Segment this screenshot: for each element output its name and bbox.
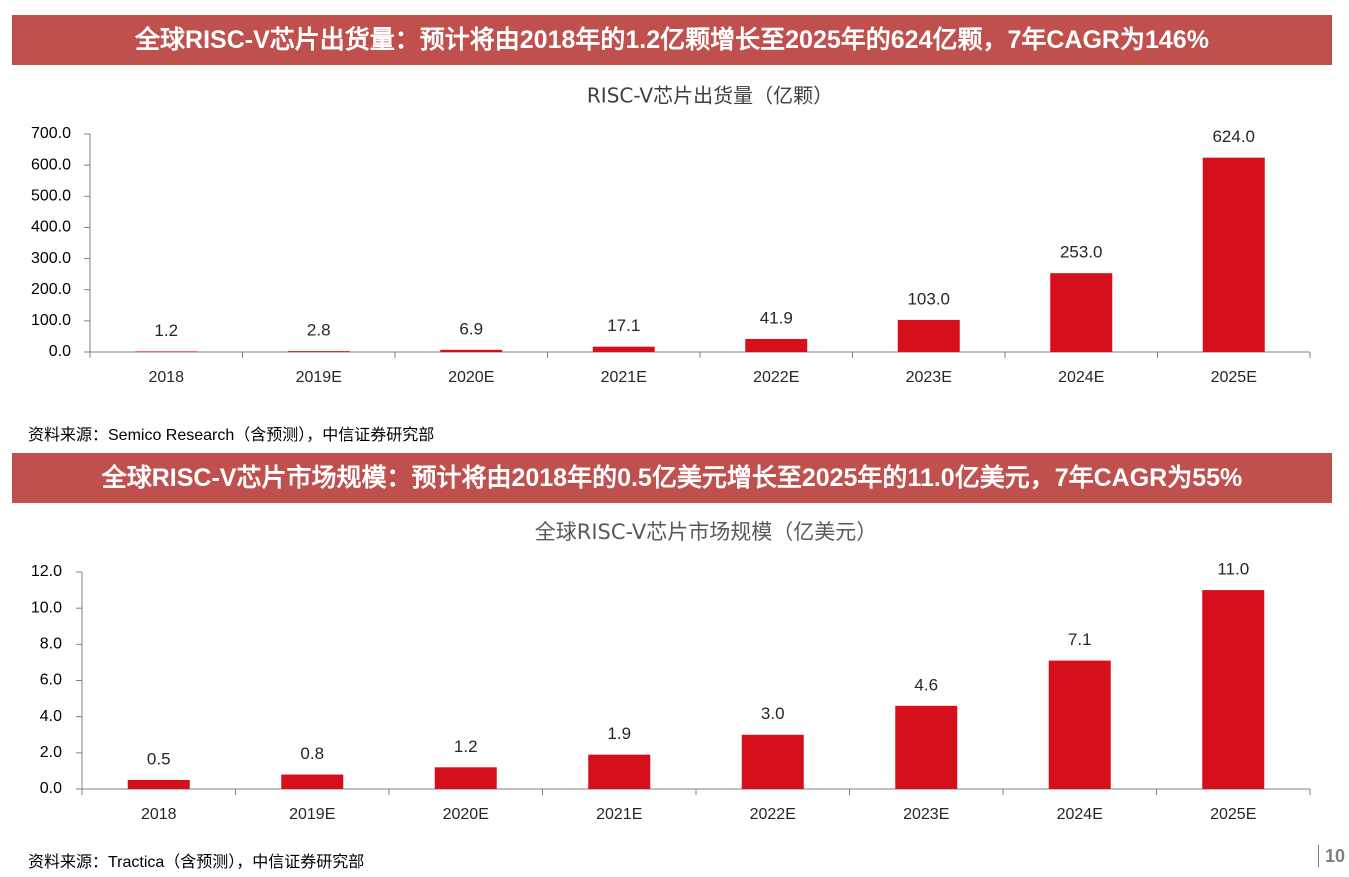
shipments-category-label: 2024E — [1058, 369, 1104, 386]
shipments-value-label: 253.0 — [1060, 243, 1103, 262]
shipments-y-tick-label: 300.0 — [31, 250, 71, 267]
shipments-category-label: 2019E — [296, 369, 342, 386]
shipments-bar — [287, 351, 350, 352]
market-size-value-label: 0.8 — [300, 744, 324, 763]
shipments-category-label: 2025E — [1211, 369, 1257, 386]
market-size-y-tick-label: 8.0 — [40, 636, 62, 653]
shipments-bar — [440, 349, 503, 352]
shipments-y-tick-label: 500.0 — [31, 188, 71, 205]
market-size-value-label: 11.0 — [1217, 560, 1249, 579]
market-size-category-label: 2019E — [289, 806, 335, 823]
market-size-value-label: 3.0 — [761, 704, 785, 723]
shipments-y-tick-label: 600.0 — [31, 156, 71, 173]
shipments-category-label: 2020E — [448, 369, 494, 386]
section-banner-market-size: 全球RISC-V芯片市场规模：预计将由2018年的0.5亿美元增长至2025年的… — [12, 453, 1332, 503]
shipments-bar — [135, 351, 198, 352]
shipments-value-label: 624.0 — [1212, 127, 1255, 146]
market-size-y-tick-label: 2.0 — [40, 744, 62, 761]
shipments-chart-title: RISC-V芯片出货量（亿颗） — [587, 84, 833, 108]
market-size-category-label: 2022E — [750, 806, 796, 823]
market-size-chart-title: 全球RISC-V芯片市场规模（亿美元） — [535, 520, 878, 544]
market-size-y-tick-label: 6.0 — [40, 672, 62, 689]
shipments-bar-chart: RISC-V芯片出货量（亿颗） 0.0 100.0 200.0 300.0 400.0 50… — [31, 84, 1311, 386]
market-size-category-label: 2020E — [443, 806, 489, 823]
market-size-value-label: 0.5 — [147, 749, 171, 768]
market-size-category-label: 2018 — [141, 806, 177, 823]
market-size-bar — [895, 705, 958, 789]
shipments-y-tick-label: 100.0 — [31, 312, 71, 329]
market-size-category-label: 2025E — [1210, 806, 1256, 823]
shipments-y-tick-label: 0.0 — [49, 343, 71, 360]
market-size-category-label: 2021E — [596, 806, 642, 823]
shipments-bar — [1202, 157, 1265, 352]
shipments-y-tick-label: 200.0 — [31, 281, 71, 298]
shipments-bar — [592, 346, 655, 352]
shipments-y-tick-label: 700.0 — [31, 125, 71, 142]
shipments-bar — [745, 338, 808, 352]
market-size-value-label: 4.6 — [914, 675, 938, 694]
shipments-value-label: 17.1 — [607, 316, 640, 335]
shipments-category-label: 2023E — [906, 369, 952, 386]
page-number: 10 — [1317, 845, 1345, 867]
market-size-bar — [741, 734, 804, 789]
market-size-y-tick-label: 0.0 — [40, 780, 62, 797]
section-banner-shipments: 全球RISC-V芯片出货量：预计将由2018年的1.2亿颗增长至2025年的62… — [12, 15, 1332, 65]
shipments-bar — [1050, 273, 1113, 352]
market-size-value-label: 1.9 — [607, 724, 631, 743]
shipments-value-label: 2.8 — [307, 321, 331, 340]
market-size-value-label: 1.2 — [454, 737, 478, 756]
shipments-y-tick-label: 400.0 — [31, 219, 71, 236]
shipments-bar — [897, 319, 960, 352]
shipments-category-label: 2022E — [753, 369, 799, 386]
market-size-value-label: 7.1 — [1068, 630, 1092, 649]
market-size-bar — [1202, 590, 1265, 789]
market-size-y-tick-label: 4.0 — [40, 708, 62, 725]
market-size-category-label: 2023E — [903, 806, 949, 823]
source-note-market-size: 资料来源：Tractica（含预测），中信证券研究部 — [28, 854, 365, 871]
source-note-shipments: 资料来源：Semico Research（含预测），中信证券研究部 — [28, 427, 435, 444]
market-size-bar — [588, 754, 651, 789]
shipments-value-label: 1.2 — [154, 321, 178, 340]
shipments-value-label: 103.0 — [907, 289, 950, 308]
market-size-bar — [434, 767, 497, 789]
market-size-bar — [281, 774, 344, 789]
market-size-category-label: 2024E — [1057, 806, 1103, 823]
shipments-category-label: 2021E — [601, 369, 647, 386]
shipments-category-label: 2018 — [148, 369, 184, 386]
market-size-bar — [127, 779, 190, 789]
shipments-value-label: 6.9 — [459, 319, 483, 338]
shipments-value-label: 41.9 — [760, 308, 793, 327]
market-size-bar-chart: 全球RISC-V芯片市场规模（亿美元） 0.0 2.0 4.0 6.0 8.0 10.0 12… — [31, 520, 1311, 823]
market-size-y-tick-label: 10.0 — [31, 599, 62, 616]
market-size-y-tick-label: 12.0 — [31, 563, 62, 580]
market-size-bar — [1048, 660, 1111, 789]
